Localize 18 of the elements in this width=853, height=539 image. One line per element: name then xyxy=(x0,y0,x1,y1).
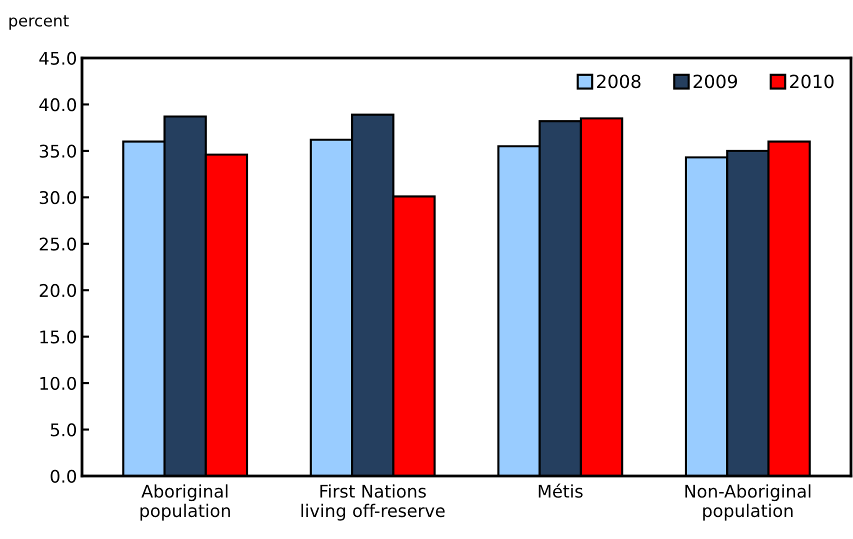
y-tick-label: 20.0 xyxy=(40,284,76,298)
y-tick-label: 25.0 xyxy=(40,237,76,251)
y-tick-label: 10.0 xyxy=(40,376,76,390)
y-tick-label: 5.0 xyxy=(50,423,76,436)
x-tick-label: Aboriginal population xyxy=(140,484,230,521)
y-tick-label: 30.0 xyxy=(40,191,76,204)
y-tick-label: 15.0 xyxy=(40,330,76,344)
y-tick-label: 35.0 xyxy=(40,144,76,158)
y-tick-label: 45.0 xyxy=(39,52,76,65)
y-tick-label: 0.0 xyxy=(50,470,76,483)
legend-label: 2009 xyxy=(694,74,737,88)
x-tick-label: Métis xyxy=(538,484,583,498)
legend-label: 2010 xyxy=(790,74,834,88)
y-axis-title: percent xyxy=(9,15,69,30)
x-tick-label: First Nations living off-reserve xyxy=(302,484,445,521)
y-tick-label: 40.0 xyxy=(39,98,76,112)
x-tick-label: Non-Aboriginal population xyxy=(685,484,810,521)
legend-label: 2008 xyxy=(597,74,640,88)
